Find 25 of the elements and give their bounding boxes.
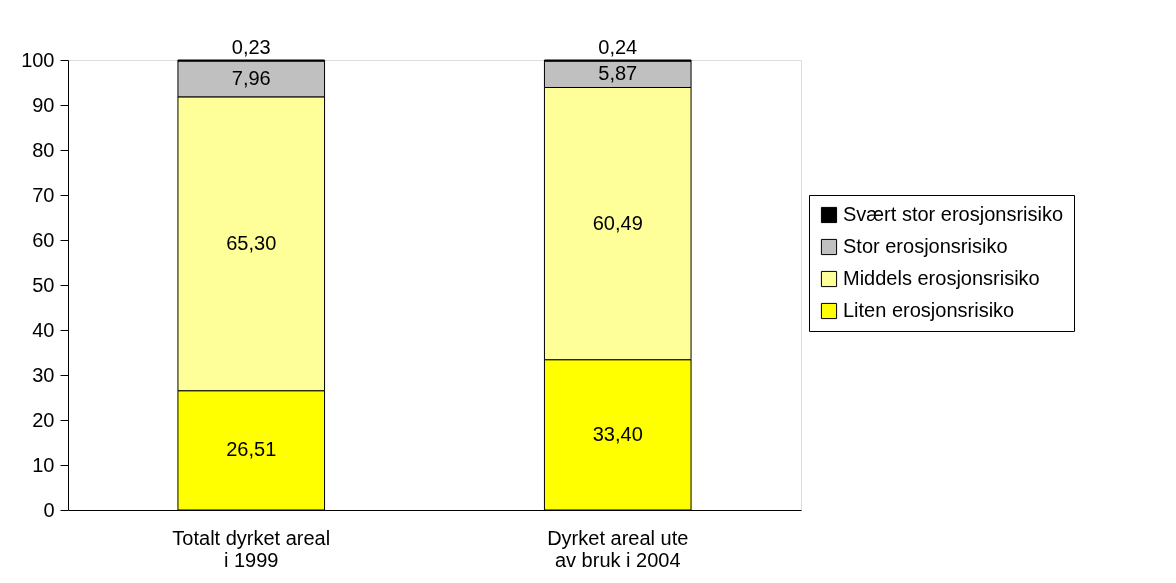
y-tick-label: 70 [32,183,55,206]
x-tick-label: Totalt dyrket areal i 1999 [172,526,331,571]
y-tick-label: 10 [32,453,55,476]
y-tick-label: 20 [32,408,55,431]
data-label: 0,24 [598,36,638,58]
legend-label: Middels erosjonsrisiko [843,267,1040,289]
data-label: 26,51 [226,438,277,461]
data-label: 5,87 [598,62,638,85]
y-tick-label: 60 [32,228,55,251]
data-label: 60,49 [592,211,643,234]
y-tick-label: 50 [32,273,55,296]
data-label: 33,40 [592,422,643,445]
y-tick-label: 0 [43,498,55,521]
y-tick-label: 80 [32,138,55,161]
y-tick-label: 30 [32,363,55,386]
y-tick-label: 90 [32,93,55,116]
legend-label: Liten erosjonsrisiko [843,299,1015,321]
legend-label: Svært stor erosjonsrisiko [843,203,1064,225]
data-label: 65,30 [226,231,277,254]
data-label: 7,96 [231,66,271,89]
y-tick-label: 40 [32,318,55,341]
data-label: 0,23 [231,36,271,58]
y-tick-label: 100 [21,48,55,71]
legend-label: Stor erosjonsrisiko [843,235,1008,257]
x-tick-label: Dyrket areal ute av bruk i 2004 [547,526,689,571]
